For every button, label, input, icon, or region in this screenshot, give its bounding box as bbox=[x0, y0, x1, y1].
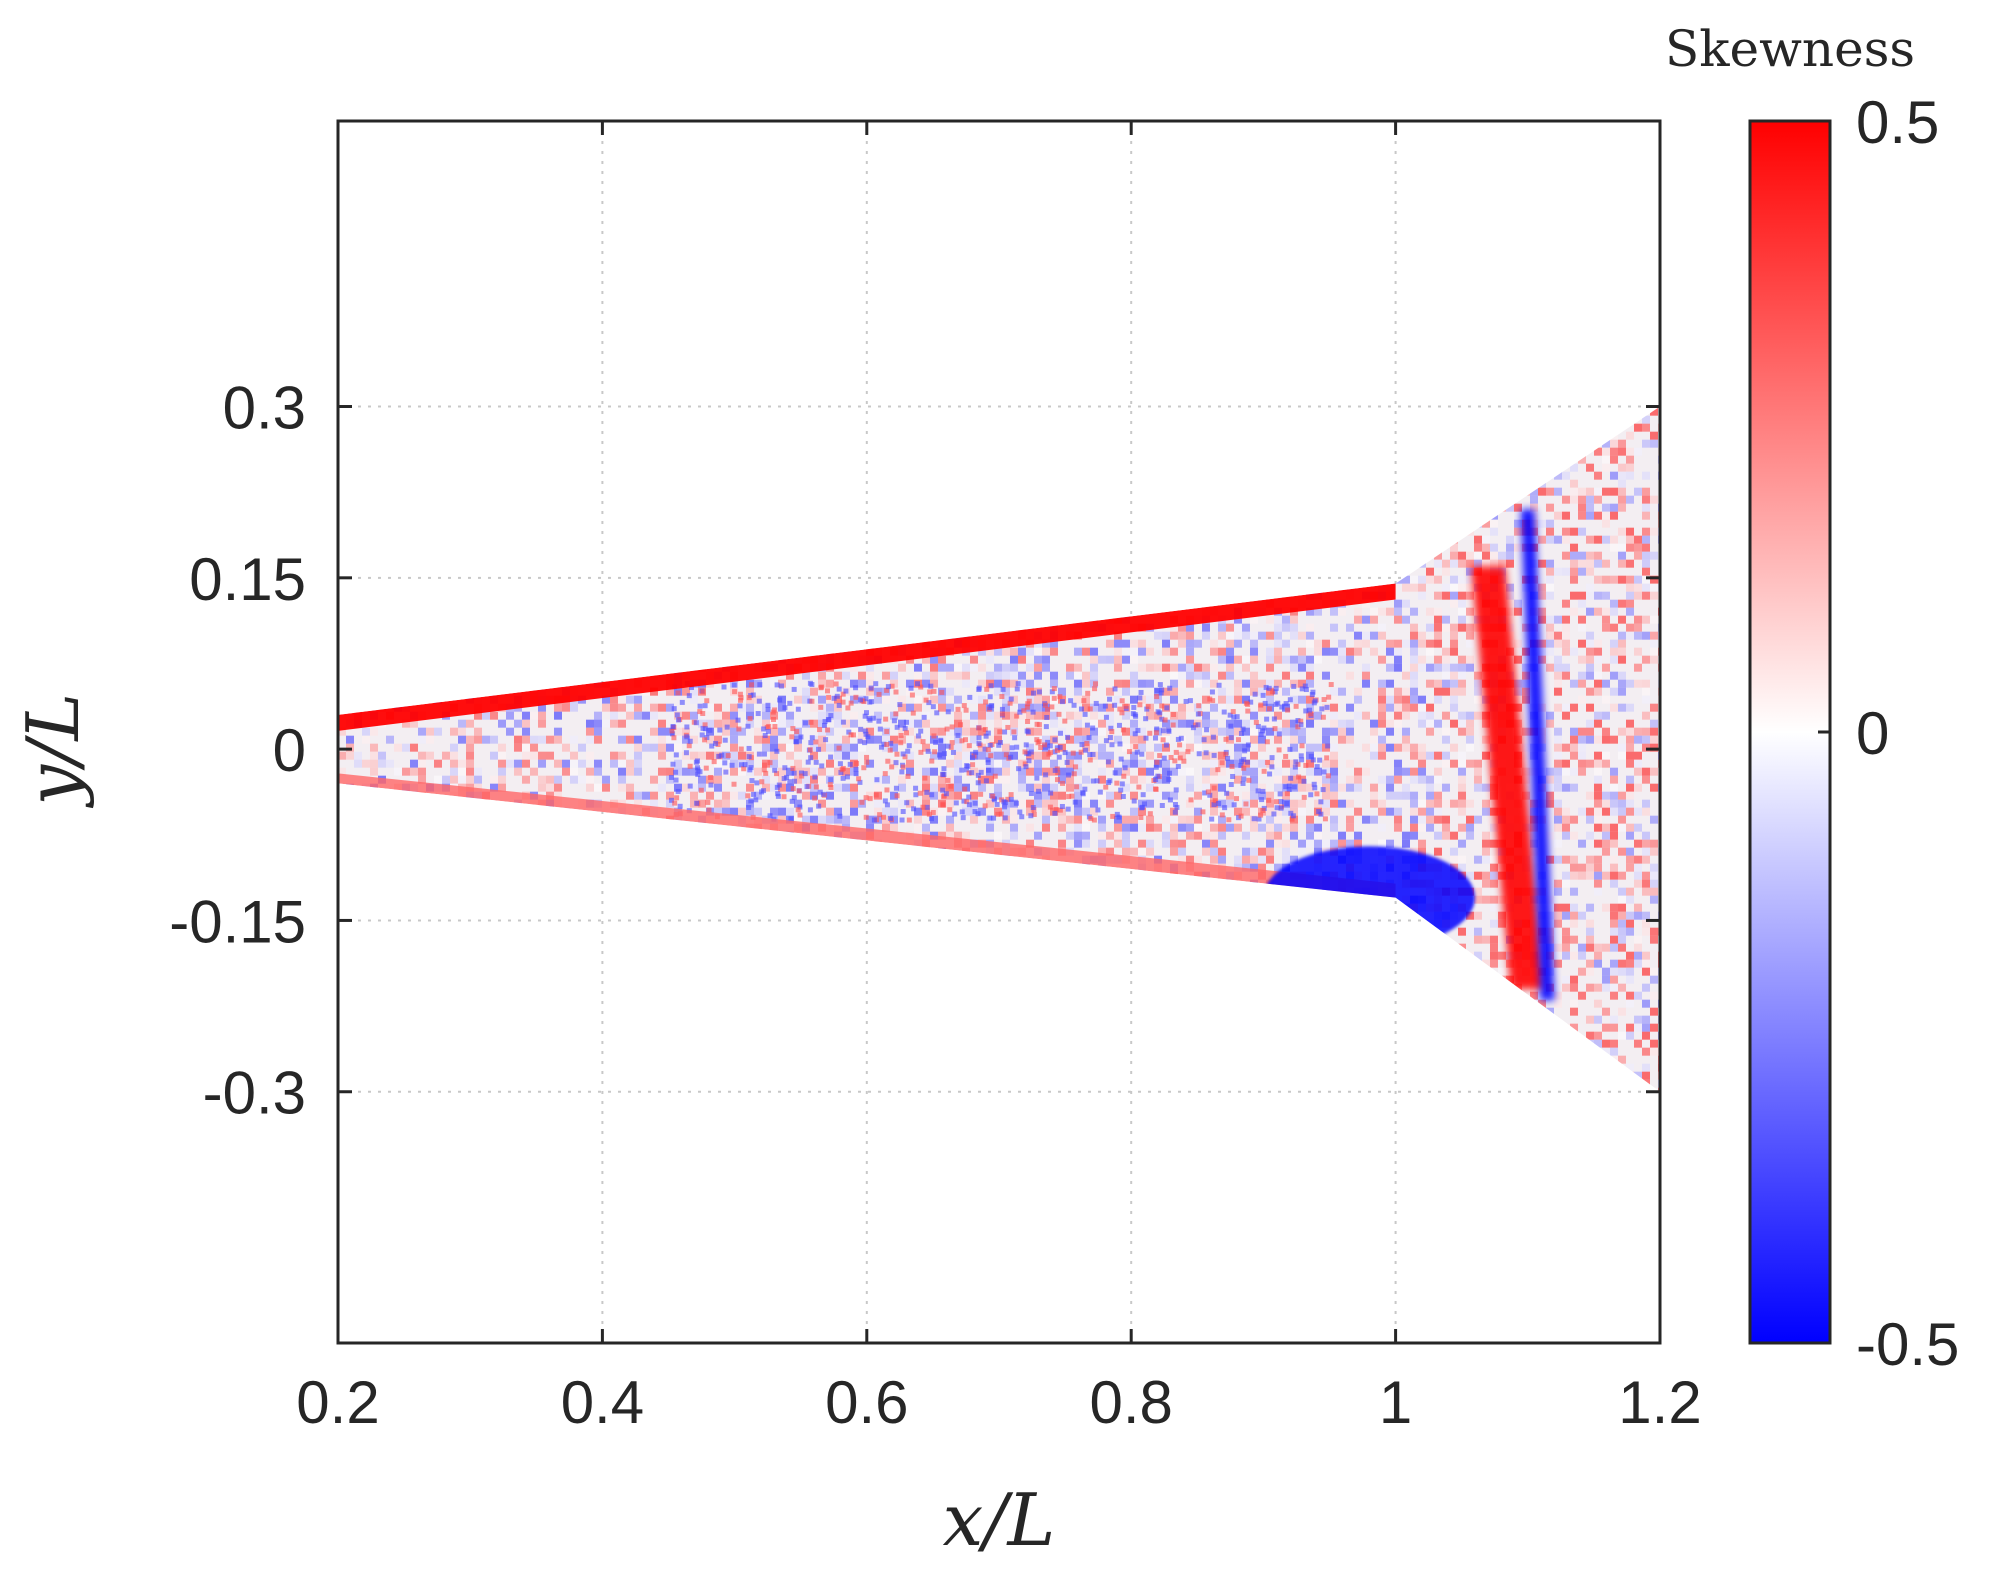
positive-shock-band bbox=[1471, 566, 1545, 989]
x-tick-label-5: 1.2 bbox=[1618, 1369, 1701, 1436]
y-tick-label-4: -0.3 bbox=[203, 1060, 306, 1127]
colorbar-tick-labels: 0.5 0 -0.5 bbox=[1856, 89, 1959, 1378]
colorbar: Skewness 0.5 0 -0.5 bbox=[1665, 20, 1959, 1378]
colorbar-tick-label-2: -0.5 bbox=[1856, 1311, 1959, 1378]
colorbar-tick-label-0: 0.5 bbox=[1856, 89, 1939, 156]
colorbar-title: Skewness bbox=[1665, 20, 1915, 78]
y-axis-label: y/L bbox=[11, 693, 95, 809]
y-tick-label-3: -0.15 bbox=[169, 888, 306, 955]
colorbar-gradient bbox=[1748, 119, 1832, 1345]
dense-noise-patches bbox=[668, 680, 1334, 823]
x-tick-label-1: 0.4 bbox=[561, 1369, 644, 1436]
domain-fill bbox=[338, 406, 1660, 1092]
upper-edge-band bbox=[338, 583, 1396, 731]
negative-shock-band bbox=[1520, 509, 1555, 1001]
axes-frame bbox=[336, 119, 1662, 1345]
colorbar-tick-label-1: 0 bbox=[1856, 700, 1889, 767]
y-tick-label-2: 0 bbox=[273, 717, 306, 784]
x-tick-labels: 0.2 0.4 0.6 0.8 1 1.2 bbox=[296, 1369, 1701, 1436]
y-tick-labels: 0.3 0.15 0 -0.15 -0.3 bbox=[169, 375, 306, 1127]
lower-edge-band bbox=[338, 773, 1396, 898]
x-tick-label-2: 0.6 bbox=[825, 1369, 908, 1436]
x-axis-label: x/L bbox=[943, 1478, 1056, 1562]
plot-area bbox=[336, 119, 1662, 1345]
x-tick-label-4: 1 bbox=[1379, 1369, 1412, 1436]
x-tick-label-0: 0.2 bbox=[296, 1369, 379, 1436]
x-tick-label-3: 0.8 bbox=[1089, 1369, 1172, 1436]
colorbar-ticks bbox=[1818, 119, 1830, 1345]
y-tick-label-0: 0.3 bbox=[223, 375, 306, 442]
y-tick-label-1: 0.15 bbox=[189, 546, 306, 613]
